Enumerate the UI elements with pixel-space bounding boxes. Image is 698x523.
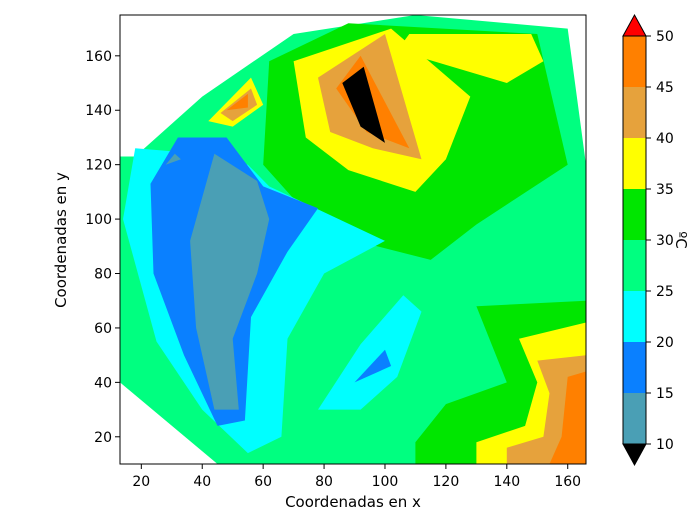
colorbar-segment (623, 291, 646, 342)
contour-region-13 (549, 371, 586, 464)
colorbar-tick-label: 15 (656, 386, 674, 402)
plot-frame (119, 14, 587, 465)
y-axis-label: Coordenadas en y (52, 172, 70, 308)
contour-region-2 (397, 34, 544, 83)
colorbar-tick-label: 30 (656, 233, 674, 249)
contour-region-18 (165, 153, 181, 165)
y-tick-label: 140 (85, 103, 112, 119)
contour-regions (120, 15, 586, 464)
x-axis-label: Coordenadas en x (285, 493, 421, 511)
x-tick-label: 60 (254, 474, 272, 490)
contour-region-19 (318, 295, 422, 410)
colorbar-over-arrow (622, 13, 647, 37)
colorbar-under-arrow (622, 443, 647, 467)
colorbar-tick-label: 40 (656, 131, 674, 147)
y-tick-label: 160 (85, 49, 112, 65)
x-axis-ticks: 20 40 60 80 100 120 140 160 (132, 464, 581, 490)
colorbar-tick-label: 35 (656, 182, 674, 198)
x-tick-label: 20 (132, 474, 150, 490)
y-tick-label: 40 (94, 375, 112, 391)
y-tick-label: 60 (94, 321, 112, 337)
contour-region-6 (342, 66, 385, 143)
colorbar-segment (623, 393, 646, 444)
colorbar-tick-label: 50 (656, 29, 674, 45)
colorbar-segment (623, 138, 646, 189)
y-tick-label: 20 (94, 430, 112, 446)
x-tick-label: 160 (554, 474, 581, 490)
colorbar-tick-label: 10 (656, 437, 674, 453)
y-tick-label: 120 (85, 158, 112, 174)
contour-region-20 (354, 349, 392, 383)
x-tick-label: 100 (372, 474, 399, 490)
y-tick-label: 100 (85, 212, 112, 228)
x-tick-label: 120 (433, 474, 460, 490)
contour-region-16 (190, 153, 270, 410)
y-tick-label: 80 (94, 267, 112, 283)
colorbar: 10 15 20 25 30 35 40 45 50 (622, 13, 674, 467)
x-tick-label: 40 (193, 474, 211, 490)
colorbar-segment (623, 87, 646, 138)
colorbar-tick-label: 45 (656, 80, 674, 96)
y-axis-ticks: 20 40 60 80 100 120 140 160 (85, 49, 120, 446)
contour-region-9 (226, 93, 248, 111)
colorbar-segment (623, 342, 646, 393)
colorbar-tick-label: 25 (656, 284, 674, 300)
colorbar-segment (623, 189, 646, 240)
colorbar-segment (623, 36, 646, 87)
colorbar-tick-label: 20 (656, 335, 674, 351)
x-tick-label: 80 (315, 474, 333, 490)
colorbar-label: ºC (672, 231, 690, 249)
colorbar-segment (623, 240, 646, 291)
x-tick-label: 140 (493, 474, 520, 490)
